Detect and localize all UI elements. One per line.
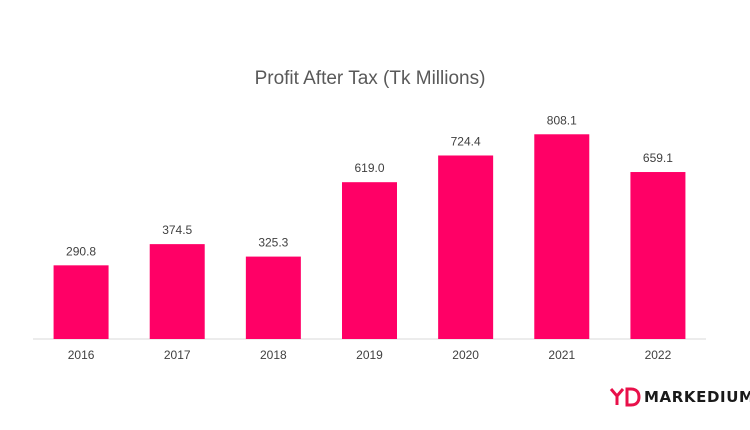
x-tick-label-2020: 2020 <box>452 348 479 362</box>
value-labels-group: 290.8 374.5 325.3 619.0 724.4 808.1 659.1 <box>66 113 673 258</box>
bar-2016 <box>53 265 109 339</box>
bar-2019 <box>342 182 397 339</box>
value-label-2022: 659.1 <box>643 151 673 165</box>
x-tick-label-2019: 2019 <box>356 348 383 362</box>
x-tick-label-2021: 2021 <box>548 348 575 362</box>
value-label-2019: 619.0 <box>354 161 384 175</box>
x-tick-label-2017: 2017 <box>164 348 191 362</box>
bar-2017 <box>149 244 205 339</box>
brand-logo: MARKEDIUM <box>608 386 750 408</box>
bar-2021 <box>534 134 590 339</box>
bars-group <box>53 134 686 339</box>
chart-title: Profit After Tax (Tk Millions) <box>254 68 486 89</box>
x-tick-label-2018: 2018 <box>260 348 287 362</box>
bar-2020 <box>438 155 494 339</box>
value-label-2018: 325.3 <box>258 236 288 250</box>
bar-2022 <box>630 172 686 339</box>
markedium-logo-icon <box>609 387 641 407</box>
brand-name: MARKEDIUM <box>644 388 750 406</box>
bar-2018 <box>245 256 301 339</box>
x-tick-label-2016: 2016 <box>68 348 95 362</box>
value-label-2017: 374.5 <box>162 223 192 237</box>
value-label-2016: 290.8 <box>66 244 96 258</box>
x-tick-labels-group: 2016 2017 2018 2019 2020 2021 2022 <box>68 348 672 362</box>
value-label-2020: 724.4 <box>451 134 481 148</box>
value-label-2021: 808.1 <box>547 113 577 127</box>
x-tick-label-2022: 2022 <box>645 348 672 362</box>
